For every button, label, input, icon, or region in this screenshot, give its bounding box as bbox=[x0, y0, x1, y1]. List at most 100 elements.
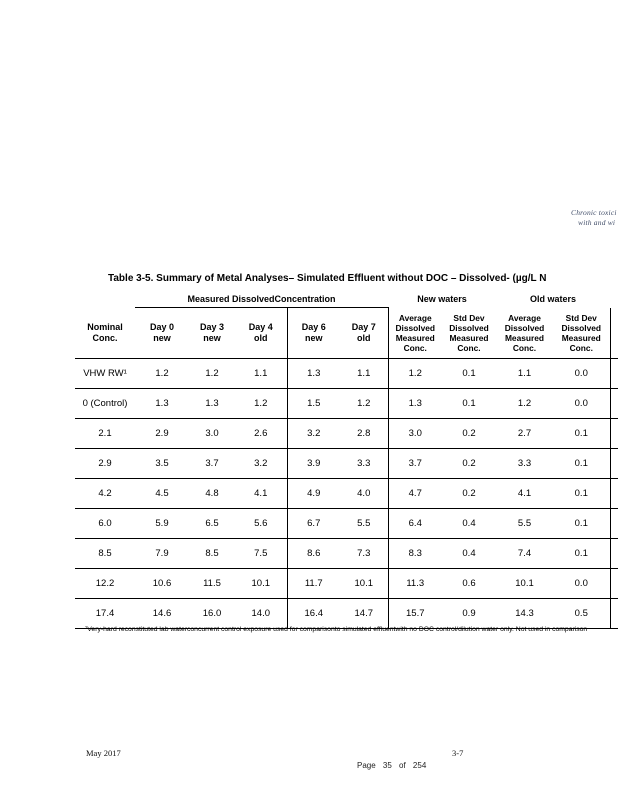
value-cell: 1.1 bbox=[235, 358, 287, 389]
value-cell: 2.8 bbox=[340, 418, 388, 449]
value-cell: 11.7 bbox=[286, 568, 340, 599]
group-header-measured: Measured DissolvedConcentration bbox=[135, 291, 388, 308]
value-cell: 11.3 bbox=[387, 568, 442, 599]
value-cell: 10.1 bbox=[340, 568, 388, 599]
col-header-nominal-conc: Nominal Conc. bbox=[75, 307, 135, 359]
cut-column-cell bbox=[609, 508, 618, 539]
value-cell: 6.5 bbox=[189, 508, 235, 539]
value-cell: 1.2 bbox=[189, 358, 235, 389]
value-cell: 0.4 bbox=[442, 508, 496, 539]
value-cell: 11.5 bbox=[189, 568, 235, 599]
cut-column-cell bbox=[609, 598, 618, 629]
value-cell: 10.1 bbox=[496, 568, 553, 599]
value-cell: 1.3 bbox=[387, 388, 442, 419]
value-cell: 4.7 bbox=[387, 478, 442, 509]
column-header-row: Nominal Conc. Day 0 new Day 3 new Day 4 … bbox=[75, 307, 618, 359]
data-table: Measured DissolvedConcentration New wate… bbox=[75, 291, 618, 629]
row-label-cell: 4.2 bbox=[75, 478, 135, 509]
value-cell: 3.0 bbox=[387, 418, 442, 449]
value-cell: 7.9 bbox=[135, 538, 189, 569]
table-row: VHW RW¹ 1.2 1.2 1.1 1.3 1.1 1.2 0.1 1.1 0.0 bbox=[75, 358, 618, 389]
table-row: 2.9 3.5 3.7 3.2 3.9 3.3 3.7 0.2 3.3 0.1 bbox=[75, 448, 618, 479]
table-footnote: ¹Very-hard reconstituted lab waterconcur… bbox=[85, 626, 588, 633]
value-cell: 2.7 bbox=[496, 418, 553, 449]
value-cell: 5.5 bbox=[340, 508, 388, 539]
value-cell: 10.1 bbox=[235, 568, 287, 599]
corner-cell bbox=[75, 291, 135, 308]
cut-column-cell bbox=[610, 291, 618, 308]
value-cell: 0.1 bbox=[553, 478, 611, 509]
table-row: 6.0 5.9 6.5 5.6 6.7 5.5 6.4 0.4 5.5 0.1 bbox=[75, 508, 618, 539]
value-cell: 15.7 bbox=[387, 598, 442, 629]
table-row: 2.1 2.9 3.0 2.6 3.2 2.8 3.0 0.2 2.7 0.1 bbox=[75, 418, 618, 449]
row-label-cell: 0 (Control) bbox=[75, 388, 135, 419]
group-header-row: Measured DissolvedConcentration New wate… bbox=[75, 291, 618, 308]
group-header-old-waters: Old waters bbox=[530, 294, 577, 305]
footer-page-indicator: Page 35 of 254 bbox=[357, 761, 427, 770]
col-header-stddev-dissolved-old: Std Dev Dissolved Measured Conc. bbox=[553, 307, 611, 359]
value-cell: 1.2 bbox=[387, 358, 442, 389]
value-cell: 2.9 bbox=[135, 418, 189, 449]
value-cell: 3.2 bbox=[235, 448, 287, 479]
value-cell: 1.2 bbox=[496, 388, 553, 419]
value-cell: 0.4 bbox=[442, 538, 496, 569]
value-cell: 5.9 bbox=[135, 508, 189, 539]
value-cell: 3.7 bbox=[387, 448, 442, 479]
table-body: VHW RW¹ 1.2 1.2 1.1 1.3 1.1 1.2 0.1 1.1 0.0 0 (Con… bbox=[75, 358, 618, 629]
row-label-cell: 8.5 bbox=[75, 538, 135, 569]
col-header-avg-dissolved-new: Average Dissolved Measured Conc. bbox=[387, 307, 442, 359]
value-cell: 14.6 bbox=[135, 598, 189, 629]
cut-column-cell bbox=[609, 448, 618, 479]
value-cell: 0.2 bbox=[442, 448, 496, 479]
row-label-cell: 17.4 bbox=[75, 598, 135, 629]
value-cell: 3.7 bbox=[189, 448, 235, 479]
value-cell: 0.5 bbox=[553, 598, 611, 629]
value-cell: 16.0 bbox=[189, 598, 235, 629]
value-cell: 0.2 bbox=[442, 478, 496, 509]
value-cell: 0.1 bbox=[553, 508, 611, 539]
value-cell: 1.3 bbox=[189, 388, 235, 419]
value-cell: 3.3 bbox=[496, 448, 553, 479]
value-cell: 0.1 bbox=[442, 388, 496, 419]
value-cell: 8.3 bbox=[387, 538, 442, 569]
value-cell: 1.2 bbox=[135, 358, 189, 389]
value-cell: 0.1 bbox=[442, 358, 496, 389]
cut-column-cell bbox=[609, 568, 618, 599]
table-row: 8.5 7.9 8.5 7.5 8.6 7.3 8.3 0.4 7.4 0.1 bbox=[75, 538, 618, 569]
header-note-line-1: Chronic toxici bbox=[571, 208, 617, 217]
col-header-day6-new: Day 6 new bbox=[286, 307, 340, 359]
cut-column-cell bbox=[609, 358, 618, 389]
value-cell: 7.5 bbox=[235, 538, 287, 569]
row-label-cell: 12.2 bbox=[75, 568, 135, 599]
table-row: 17.4 14.6 16.0 14.0 16.4 14.7 15.7 0.9 14.3 0.5 bbox=[75, 598, 618, 629]
cut-column-cell bbox=[609, 478, 618, 509]
value-cell: 0.1 bbox=[553, 448, 611, 479]
value-cell: 4.9 bbox=[286, 478, 340, 509]
value-cell: 3.0 bbox=[189, 418, 235, 449]
value-cell: 8.6 bbox=[286, 538, 340, 569]
footer-date: May 2017 bbox=[86, 748, 121, 758]
value-cell: 8.5 bbox=[189, 538, 235, 569]
value-cell: 1.2 bbox=[235, 388, 287, 419]
value-cell: 0.1 bbox=[553, 538, 611, 569]
value-cell: 14.0 bbox=[235, 598, 287, 629]
value-cell: 3.9 bbox=[286, 448, 340, 479]
col-header-avg-dissolved-old: Average Dissolved Measured Conc. bbox=[496, 307, 553, 359]
value-cell: 1.3 bbox=[135, 388, 189, 419]
row-label-cell: 2.1 bbox=[75, 418, 135, 449]
row-label-cell: 2.9 bbox=[75, 448, 135, 479]
col-header-day7-old: Day 7 old bbox=[340, 307, 388, 359]
col-header-day4-old: Day 4 old bbox=[235, 307, 287, 359]
table-row: 0 (Control) 1.3 1.3 1.2 1.5 1.2 1.3 0.1 1.2 0.0 bbox=[75, 388, 618, 419]
col-header-stddev-dissolved-new: Std Dev Dissolved Measured Conc. bbox=[442, 307, 496, 359]
table-row: 4.2 4.5 4.8 4.1 4.9 4.0 4.7 0.2 4.1 0.1 bbox=[75, 478, 618, 509]
value-cell: 16.4 bbox=[286, 598, 340, 629]
header-note-line-2: with and wi bbox=[578, 218, 616, 227]
value-cell: 0.0 bbox=[553, 358, 611, 389]
value-cell: 7.4 bbox=[496, 538, 553, 569]
value-cell: 0.6 bbox=[442, 568, 496, 599]
value-cell: 1.1 bbox=[340, 358, 388, 389]
value-cell: 4.5 bbox=[135, 478, 189, 509]
value-cell: 0.1 bbox=[553, 418, 611, 449]
table-row: 12.2 10.6 11.5 10.1 11.7 10.1 11.3 0.6 10.1 0.0 bbox=[75, 568, 618, 599]
